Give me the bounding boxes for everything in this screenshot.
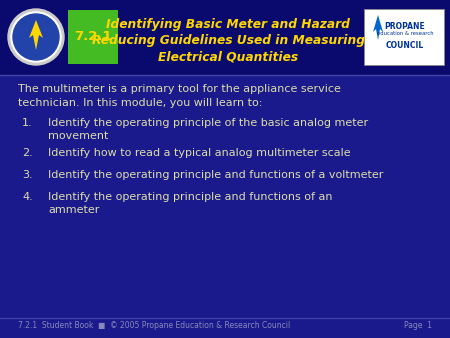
Circle shape — [11, 12, 61, 62]
Text: Electrical Quantities: Electrical Quantities — [158, 50, 298, 63]
Text: Identify how to read a typical analog multimeter scale: Identify how to read a typical analog mu… — [48, 148, 351, 158]
Text: Reducing Guidelines Used in Measuring: Reducing Guidelines Used in Measuring — [91, 34, 364, 47]
Text: ammeter: ammeter — [48, 205, 99, 215]
Circle shape — [13, 14, 59, 60]
Text: Identify the operating principle and functions of a voltmeter: Identify the operating principle and fun… — [48, 170, 383, 180]
Text: COUNCIL: COUNCIL — [386, 41, 424, 50]
Text: 2.: 2. — [22, 148, 33, 158]
Text: 1.: 1. — [22, 118, 32, 128]
Text: Identify the operating principle of the basic analog meter: Identify the operating principle of the … — [48, 118, 368, 128]
Polygon shape — [373, 15, 383, 40]
Text: Page  1: Page 1 — [404, 321, 432, 331]
Bar — [371, 12, 385, 62]
Text: movement: movement — [48, 131, 108, 141]
Text: 7.2.1: 7.2.1 — [74, 30, 112, 44]
Text: 7.2.1  Student Book  ■  © 2005 Propane Education & Research Council: 7.2.1 Student Book ■ © 2005 Propane Educ… — [18, 321, 290, 331]
Polygon shape — [29, 20, 43, 50]
Bar — [0, 0, 450, 75]
Text: The multimeter is a primary tool for the appliance service: The multimeter is a primary tool for the… — [18, 84, 341, 94]
Text: 3.: 3. — [22, 170, 32, 180]
Circle shape — [8, 9, 64, 65]
FancyBboxPatch shape — [364, 9, 444, 65]
Text: 4.: 4. — [22, 192, 33, 202]
Bar — [68, 10, 118, 64]
Text: education & research: education & research — [377, 31, 433, 36]
Text: Identifying Basic Meter and Hazard: Identifying Basic Meter and Hazard — [106, 18, 350, 31]
Text: PROPANE: PROPANE — [385, 22, 425, 31]
Text: Identify the operating principle and functions of an: Identify the operating principle and fun… — [48, 192, 333, 202]
Text: technician. In this module, you will learn to:: technician. In this module, you will lea… — [18, 98, 262, 108]
